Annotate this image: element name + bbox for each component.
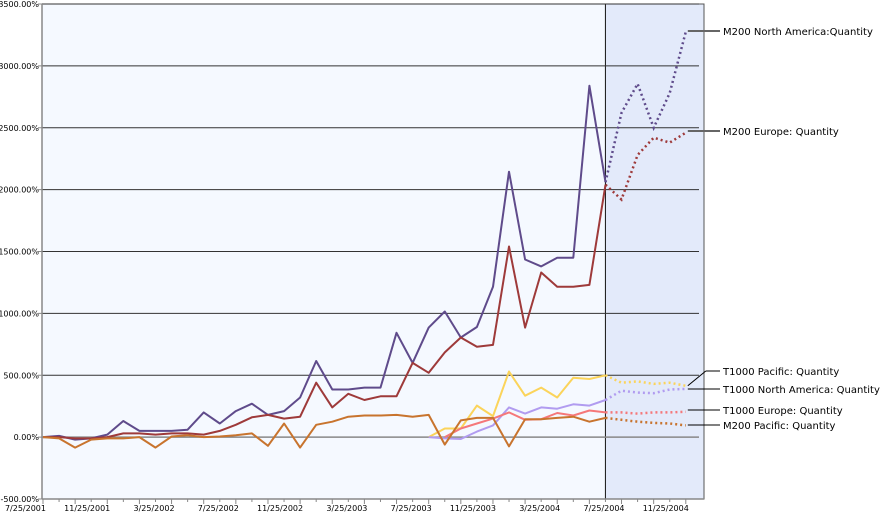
series-label: M200 Pacific: Quantity [723, 421, 836, 432]
x-tick-label: 11/25/2001 [64, 504, 110, 513]
series-line [428, 370, 606, 438]
x-tick-label: 3/25/2002 [134, 504, 175, 513]
y-tick-label: 2500.00% [0, 124, 39, 133]
forecast-line [605, 410, 686, 415]
x-tick-label: 7/25/2003 [391, 504, 432, 513]
y-tick-label: 3500.00% [0, 0, 39, 9]
forecast-line [604, 31, 688, 183]
series-line [42, 413, 606, 449]
y-tick-label: -500.00% [1, 495, 40, 504]
y-tick-label: 2000.00% [0, 186, 39, 195]
forecast-line [605, 416, 686, 427]
forecast-line [604, 131, 687, 202]
y-axis: -500.00% 0.00% 500.00% 1000.00% 1500.00% 2000… [0, 0, 699, 504]
series-label: M200 North America:Quantity [723, 27, 873, 38]
y-tick-label: 0.00% [14, 433, 40, 442]
series-label: T1000 Europe: Quantity [722, 406, 843, 417]
series-label: M200 Europe: Quantity [723, 127, 839, 138]
forecast-line [604, 387, 686, 402]
x-tick-label: 3/25/2004 [519, 504, 560, 513]
series-label: T1000 Pacific: Quantity [722, 367, 839, 378]
x-axis: 7/25/2001 11/25/2001 3/25/2002 7/25/2002 11/… [5, 498, 704, 513]
x-tick-label: 11/25/2003 [450, 504, 496, 513]
x-tick-label: 3/25/2003 [326, 504, 367, 513]
series-line [42, 84, 607, 441]
x-tick-label: 7/25/2002 [198, 504, 239, 513]
y-tick-label: 3000.00% [0, 62, 39, 71]
series-line [428, 399, 606, 440]
label-connector [687, 370, 707, 387]
series-line [43, 184, 607, 440]
series-labels: M200 North America:Quantity M200 Europe: … [687, 27, 880, 432]
y-tick-label: 1000.00% [0, 309, 39, 318]
series-label: T1000 North America: Quantity [722, 385, 880, 396]
x-tick-label: 11/25/2002 [257, 504, 303, 513]
y-tick-label: 1500.00% [0, 248, 39, 257]
x-tick-label: 7/25/2004 [583, 504, 624, 513]
series-lines [42, 31, 688, 449]
x-tick-label: 7/25/2001 [5, 504, 46, 513]
forecast-line [604, 374, 687, 388]
y-tick-label: 500.00% [3, 371, 39, 380]
x-tick-label: 11/25/2004 [643, 504, 689, 513]
